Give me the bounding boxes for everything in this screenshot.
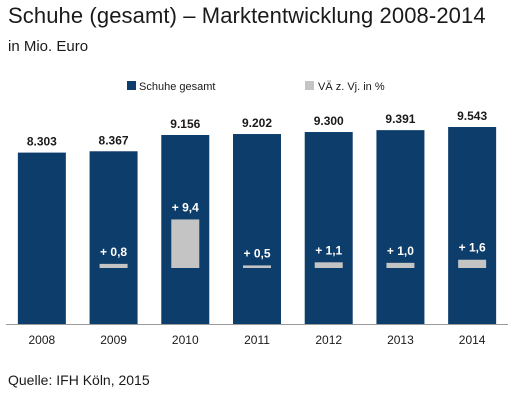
legend-label-veraenderung: VÄ z. Vj. in % xyxy=(318,81,385,93)
x-tick-label-2012: 2012 xyxy=(315,333,342,347)
bar-2009 xyxy=(89,151,138,324)
x-tick-label-2009: 2009 xyxy=(100,333,127,347)
change-bar-2014 xyxy=(458,259,487,268)
value-label-2008: 8.303 xyxy=(27,135,57,149)
legend: Schuhe gesamt VÄ z. Vj. in % xyxy=(127,81,385,93)
change-bar-2009 xyxy=(99,263,128,268)
bar-2008 xyxy=(17,152,66,324)
x-tick-label-2010: 2010 xyxy=(172,333,199,347)
x-axis: 2008 2009 2010 2011 2012 2013 2014 xyxy=(6,324,508,347)
change-label-2014: + 1,6 xyxy=(459,241,486,255)
value-label-2010: 9.156 xyxy=(170,117,200,131)
value-label-2014: 9.543 xyxy=(457,109,487,123)
labels-group: 8.303 8.367 + 0,8 9.156 + 9,4 9.202 + 0,5 9.300… xyxy=(27,109,488,260)
change-label-2011: + 0,5 xyxy=(243,246,270,260)
legend-swatch-schuhe-gesamt xyxy=(127,81,136,90)
x-tick-label-2014: 2014 xyxy=(459,333,486,347)
bar-2012 xyxy=(304,132,353,324)
change-label-2013: + 1,0 xyxy=(387,244,414,258)
change-label-2009: + 0,8 xyxy=(100,245,127,259)
bars-group xyxy=(17,127,497,324)
x-tick-label-2011: 2011 xyxy=(244,333,270,347)
x-tick-label-2013: 2013 xyxy=(387,333,414,347)
change-bar-2013 xyxy=(386,262,415,268)
legend-label-schuhe-gesamt: Schuhe gesamt xyxy=(139,81,215,93)
change-bar-2012 xyxy=(314,262,343,268)
change-bar-2011 xyxy=(243,265,271,268)
change-label-2012: + 1,1 xyxy=(315,243,342,257)
bar-2013 xyxy=(376,130,425,324)
legend-swatch-veraenderung xyxy=(305,81,314,90)
change-bars-group xyxy=(99,219,487,268)
chart-title: Schuhe (gesamt) – Marktentwicklung 2008-… xyxy=(8,3,486,28)
value-label-2012: 9.300 xyxy=(314,114,344,128)
value-label-2011: 9.202 xyxy=(242,116,272,130)
bar-2014 xyxy=(448,127,497,324)
value-label-2009: 8.367 xyxy=(99,133,129,147)
x-tick-label-2008: 2008 xyxy=(29,333,56,347)
change-bar-2010 xyxy=(171,219,200,268)
value-label-2013: 9.391 xyxy=(385,112,415,126)
source-note: Quelle: IFH Köln, 2015 xyxy=(8,372,150,388)
change-label-2010: + 9,4 xyxy=(172,200,199,214)
bar-2011 xyxy=(233,134,281,324)
chart-subtitle: in Mio. Euro xyxy=(8,38,89,55)
